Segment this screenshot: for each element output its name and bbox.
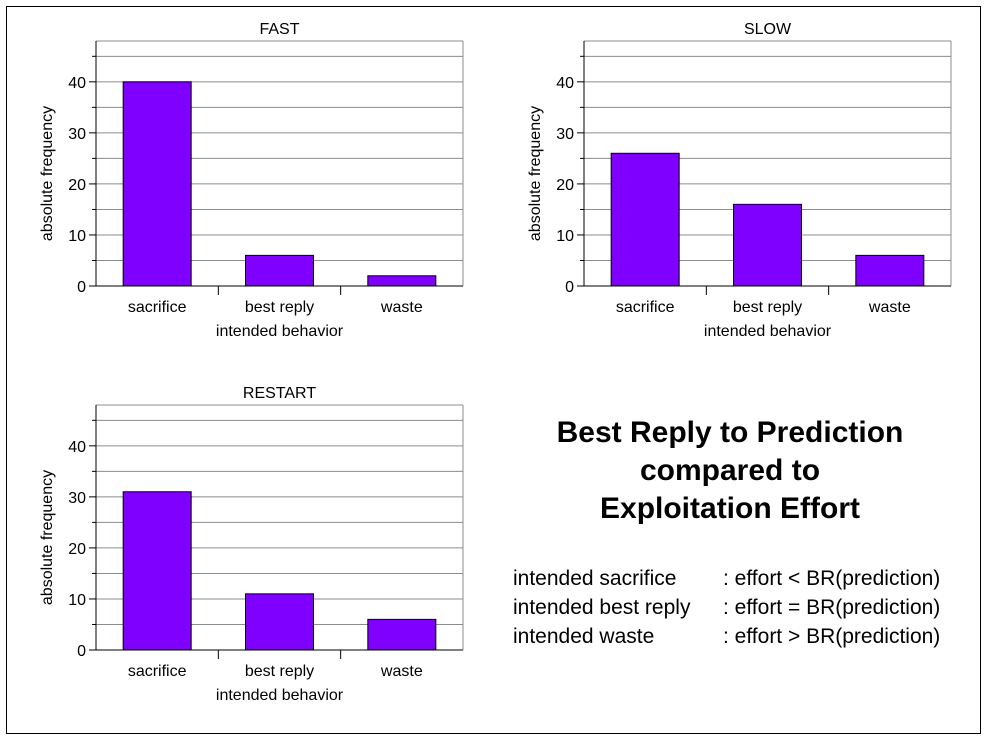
- legend-definition: : effort > BR(prediction): [723, 625, 941, 648]
- summary-title-line-2: compared to: [639, 454, 821, 487]
- y-tick-label: 30: [68, 490, 86, 507]
- legend-row-waste: intended waste : effort > BR(prediction): [513, 622, 940, 651]
- chart-title: SLOW: [744, 21, 792, 38]
- y-tick-label: 40: [68, 439, 86, 456]
- x-tick-label: sacrifice: [128, 299, 187, 316]
- chart-title: FAST: [259, 21, 299, 38]
- x-tick-label: best reply: [245, 663, 314, 680]
- bar-waste: [367, 618, 437, 651]
- y-tick-label: 10: [68, 592, 86, 609]
- y-tick-label: 40: [556, 75, 574, 92]
- legend-term: intended best reply: [513, 596, 691, 619]
- y-tick-label: 10: [68, 228, 86, 245]
- x-tick-label: waste: [380, 663, 423, 680]
- y-tick-label: 10: [556, 228, 574, 245]
- chart-slow: 0 10 20 30 40 sacrifice best reply waste SLOW int…: [527, 21, 952, 340]
- y-tick-label: 40: [68, 75, 86, 92]
- y-axis-label: absolute frequency: [527, 106, 544, 241]
- bar-sacrifice: [122, 81, 192, 287]
- x-tick-label: best reply: [733, 299, 802, 316]
- bar-best-reply: [245, 593, 314, 651]
- x-tick-label: best reply: [245, 299, 314, 316]
- x-tick-label: waste: [380, 299, 423, 316]
- chart-restart: 0 10 20 30 40 sacrifice best reply waste RESTART…: [39, 385, 464, 704]
- definition-legend: intended sacrifice : effort < BR(predict…: [513, 564, 940, 651]
- legend-definition: : effort < BR(prediction): [723, 567, 941, 590]
- legend-row-sacrifice: intended sacrifice : effort < BR(predict…: [513, 564, 940, 593]
- y-tick-label: 0: [77, 279, 86, 296]
- legend-row-best-reply: intended best reply : effort = BR(predic…: [513, 593, 940, 622]
- y-tick-label: 0: [77, 643, 86, 660]
- legend-term: intended waste: [513, 625, 655, 648]
- bar-sacrifice: [610, 152, 680, 287]
- y-tick-label: 30: [556, 126, 574, 143]
- y-axis-label: absolute frequency: [39, 470, 56, 605]
- y-tick-label: 20: [556, 177, 574, 194]
- legend-definition: : effort = BR(prediction): [723, 596, 941, 619]
- chart-fast: 0 10 20 30 40 sacrifice best reply waste FAST int…: [39, 21, 464, 340]
- bar-sacrifice: [122, 491, 192, 651]
- x-axis-label: intended behavior: [216, 323, 344, 340]
- y-tick-label: 20: [68, 541, 86, 558]
- summary-title-line-1: Best Reply to Prediction: [556, 416, 904, 449]
- bar-best-reply: [245, 254, 314, 287]
- x-tick-label: waste: [868, 299, 911, 316]
- bar-waste: [855, 254, 925, 287]
- bar-best-reply: [733, 203, 802, 287]
- x-tick-label: sacrifice: [128, 663, 187, 680]
- figure-frame: [6, 6, 981, 734]
- y-axis-label: absolute frequency: [39, 106, 56, 241]
- x-axis-label: intended behavior: [216, 687, 344, 704]
- summary-title: Best Reply to Prediction compared to Exp…: [510, 414, 950, 528]
- chart-title: RESTART: [243, 385, 316, 402]
- summary-title-line-3: Exploitation Effort: [600, 492, 860, 525]
- legend-term: intended sacrifice: [513, 567, 677, 590]
- y-tick-label: 0: [565, 279, 574, 296]
- x-tick-label: sacrifice: [616, 299, 675, 316]
- x-axis-label: intended behavior: [704, 323, 832, 340]
- y-tick-label: 30: [68, 126, 86, 143]
- bar-waste: [367, 275, 437, 287]
- y-tick-label: 20: [68, 177, 86, 194]
